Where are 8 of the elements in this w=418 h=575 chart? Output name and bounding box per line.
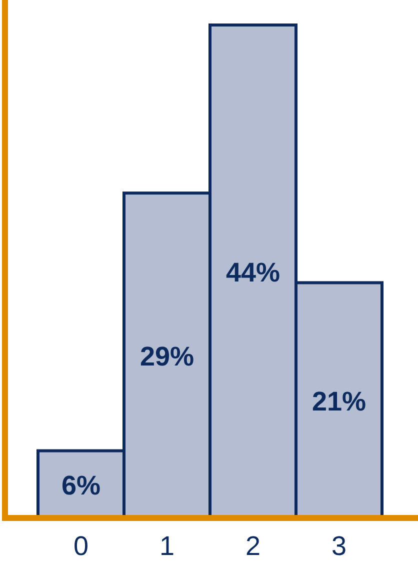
x-tick-label: 2 <box>245 531 261 562</box>
data-label: 44% <box>226 258 280 288</box>
x-tick-label: 3 <box>331 531 347 562</box>
x-tick-label: 1 <box>159 531 175 562</box>
data-label: 29% <box>140 342 194 372</box>
data-label: 6% <box>61 470 101 500</box>
data-label: 21% <box>312 386 366 416</box>
x-tick-label: 0 <box>73 531 89 562</box>
